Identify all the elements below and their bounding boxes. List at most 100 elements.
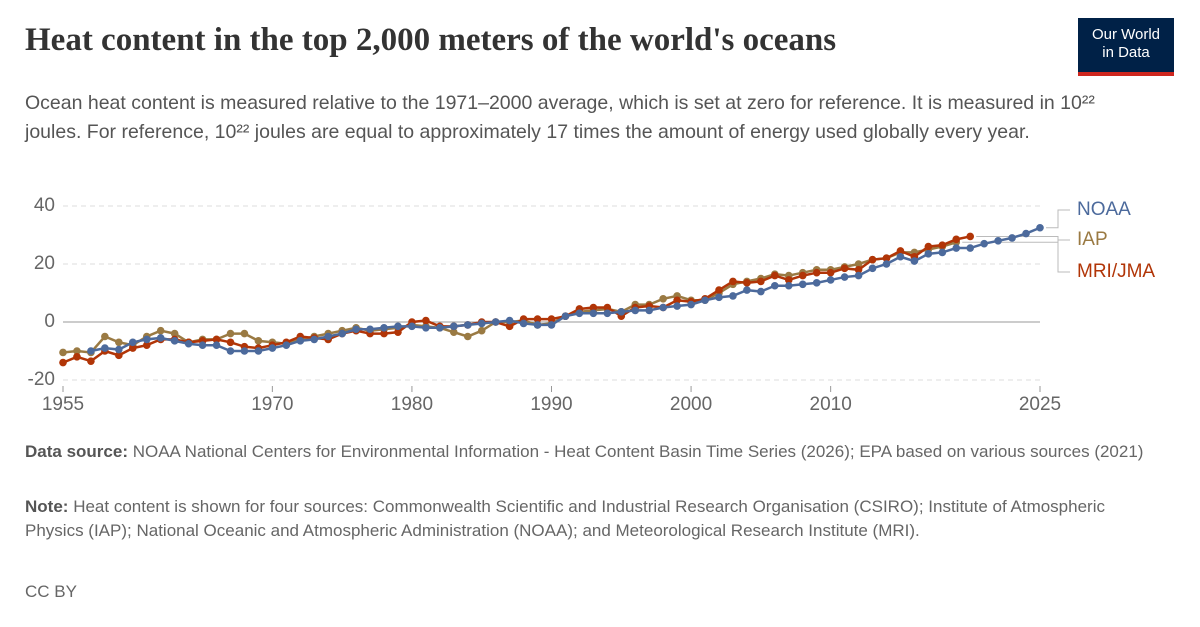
data-point bbox=[226, 347, 235, 355]
data-point bbox=[910, 257, 919, 265]
data-point bbox=[771, 271, 779, 280]
data-point bbox=[952, 235, 961, 244]
data-point bbox=[310, 335, 319, 344]
data-point bbox=[1036, 223, 1044, 232]
x-tick-label: 1970 bbox=[251, 394, 293, 415]
data-point bbox=[380, 324, 388, 332]
data-point bbox=[505, 316, 514, 325]
data-point bbox=[170, 329, 179, 338]
data-point bbox=[980, 239, 988, 248]
data-point bbox=[156, 334, 165, 342]
data-point bbox=[87, 347, 95, 355]
data-point bbox=[128, 344, 137, 352]
data-point bbox=[659, 295, 667, 303]
data-point bbox=[603, 303, 612, 312]
data-point bbox=[798, 271, 807, 280]
data-point bbox=[673, 296, 681, 305]
data-point bbox=[673, 302, 681, 310]
data-point bbox=[87, 357, 95, 365]
data-point bbox=[436, 324, 444, 332]
data-point bbox=[757, 277, 765, 286]
data-point bbox=[729, 277, 737, 286]
data-point bbox=[854, 271, 863, 280]
data-point bbox=[784, 276, 793, 284]
x-tick-label: 2025 bbox=[1019, 394, 1061, 415]
data-point bbox=[115, 338, 123, 347]
data-point bbox=[868, 255, 877, 264]
data-point bbox=[589, 309, 598, 318]
data-point bbox=[896, 252, 905, 261]
note: Note: Heat content is shown for four sou… bbox=[25, 495, 1145, 543]
data-point bbox=[533, 321, 542, 329]
x-tick-label: 1980 bbox=[391, 394, 433, 415]
data-point bbox=[282, 341, 291, 350]
chart-subtitle: Ocean heat content is measured relative … bbox=[25, 92, 1095, 143]
x-tick-label: 1955 bbox=[42, 394, 84, 415]
data-point bbox=[645, 306, 653, 315]
note-text: Heat content is shown for four sources: … bbox=[25, 497, 1105, 540]
source-text: NOAA National Centers for Environmental … bbox=[132, 442, 1144, 461]
data-point bbox=[743, 286, 751, 294]
data-point bbox=[254, 337, 263, 345]
data-point bbox=[826, 276, 835, 284]
data-point bbox=[408, 322, 416, 331]
data-point bbox=[101, 332, 109, 341]
data-point bbox=[840, 273, 849, 281]
data-point bbox=[826, 268, 835, 277]
data-point bbox=[184, 339, 193, 348]
data-point bbox=[575, 309, 584, 318]
x-tick-label: 1990 bbox=[530, 394, 572, 415]
data-point bbox=[924, 250, 933, 258]
data-point bbox=[519, 319, 528, 328]
data-point bbox=[659, 303, 667, 312]
data-point bbox=[73, 347, 81, 355]
source-note: Data source: NOAA National Centers for E… bbox=[25, 440, 1145, 464]
data-point bbox=[631, 306, 640, 315]
data-point bbox=[477, 326, 486, 335]
license: CC BY bbox=[25, 582, 77, 601]
data-point bbox=[394, 322, 402, 331]
data-point bbox=[966, 244, 975, 252]
data-point bbox=[505, 322, 514, 331]
data-point bbox=[743, 279, 751, 287]
data-point bbox=[938, 248, 947, 257]
data-point bbox=[450, 328, 458, 336]
data-point bbox=[547, 315, 556, 323]
data-point bbox=[422, 324, 430, 332]
x-tick-label: 2010 bbox=[810, 394, 852, 415]
data-point bbox=[1008, 234, 1016, 242]
data-point bbox=[854, 266, 863, 274]
data-point bbox=[463, 321, 472, 329]
data-point bbox=[422, 316, 430, 325]
data-point bbox=[338, 329, 346, 338]
data-point bbox=[952, 244, 961, 252]
data-point bbox=[115, 351, 123, 360]
data-point bbox=[477, 319, 486, 328]
data-point bbox=[561, 312, 570, 321]
legend-label: IAP bbox=[1077, 229, 1108, 250]
data-point bbox=[603, 309, 612, 318]
data-point bbox=[868, 264, 877, 273]
data-point bbox=[491, 318, 500, 326]
data-point bbox=[784, 281, 793, 290]
x-tick-label: 2000 bbox=[670, 394, 712, 415]
data-point bbox=[798, 280, 807, 289]
data-point bbox=[463, 332, 472, 341]
data-point bbox=[1022, 229, 1030, 238]
data-point bbox=[212, 341, 221, 350]
y-tick-label: 20 bbox=[34, 253, 55, 274]
data-point bbox=[715, 286, 723, 294]
legend-label: MRI/JMA bbox=[1077, 261, 1155, 282]
logo[interactable]: Our World in Data bbox=[1078, 18, 1174, 76]
data-point bbox=[73, 353, 81, 361]
data-point bbox=[212, 335, 221, 344]
data-point bbox=[380, 329, 388, 338]
legend-connector bbox=[962, 239, 1070, 243]
data-point bbox=[840, 264, 849, 273]
data-point bbox=[882, 254, 891, 262]
data-point bbox=[101, 344, 109, 352]
data-point bbox=[924, 242, 933, 251]
data-point bbox=[394, 328, 402, 336]
data-point bbox=[533, 315, 542, 323]
